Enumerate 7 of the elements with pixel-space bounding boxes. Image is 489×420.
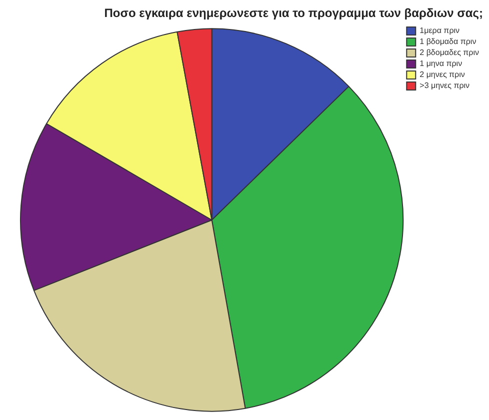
legend-label: 1μερα πριν [420,26,460,36]
legend-label: 1 βδομαδα πριν [420,37,476,46]
legend-label: 1 μηνα πριν [420,59,462,68]
legend-label: 2 μηνες πριν [420,70,465,80]
chart-title: Ποσο εγκαιρα ενημερωνεστε για το προγραμμα των βαρδιων σας; [103,5,484,22]
legend-label: >3 μηνες πριν [420,81,470,90]
legend-label: 2 βδομαδες πριν [420,48,480,58]
